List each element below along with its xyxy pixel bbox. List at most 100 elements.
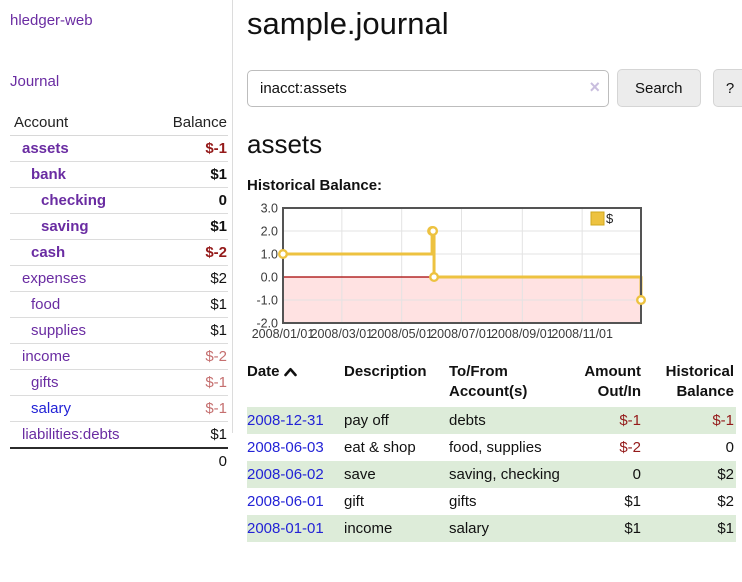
account-link-gifts[interactable]: gifts: [31, 374, 59, 391]
app-title-link[interactable]: hledger-web: [10, 12, 93, 29]
account-balance: $1: [151, 161, 228, 188]
account-link-supplies[interactable]: supplies: [31, 322, 87, 339]
transaction-accounts: debts: [449, 406, 569, 434]
account-row: expenses $2: [10, 265, 228, 292]
account-balance: $-1: [151, 369, 228, 396]
account-link-liabilities-debts[interactable]: liabilities:debts: [22, 426, 120, 443]
register-row: 2008-12-31 pay off debts $-1 $-1: [247, 406, 736, 434]
transaction-accounts: gifts: [449, 492, 477, 510]
transaction-date-link[interactable]: 2008-01-01: [247, 519, 324, 537]
svg-text:3.0: 3.0: [261, 202, 278, 216]
register-table: Date Description To/From Account(s) Amou…: [247, 360, 736, 542]
transaction-accounts: salary: [449, 514, 569, 542]
svg-text:2008/09/01: 2008/09/01: [491, 327, 554, 341]
account-link-salary[interactable]: salary: [31, 400, 72, 417]
transaction-date-link[interactable]: 2008-06-03: [247, 438, 324, 456]
register-header-amount: Amount Out/In: [584, 363, 641, 401]
register-header-description: Description: [344, 363, 427, 380]
sidebar: hledger-web Journal Account Balance asse…: [0, 0, 233, 474]
register-header-balance: Historical Balance: [665, 363, 734, 401]
svg-text:0.0: 0.0: [261, 271, 278, 285]
account-link-bank[interactable]: bank: [31, 166, 67, 183]
transaction-amount: $1: [569, 514, 643, 542]
register-header-accounts: To/From Account(s): [449, 363, 528, 401]
transaction-balance: $2: [643, 460, 736, 488]
register-row: 2008-01-01 income salary $1 $1: [247, 514, 736, 542]
account-balance: $2: [151, 265, 228, 292]
account-row: checking 0: [10, 187, 228, 214]
transaction-amount: $1: [624, 492, 641, 510]
svg-text:2008/01/01: 2008/01/01: [252, 327, 315, 341]
svg-text:2.0: 2.0: [261, 225, 278, 239]
accounts-total-balance: 0: [151, 447, 228, 474]
account-link-cash[interactable]: cash: [31, 244, 66, 261]
account-row: gifts $-1: [10, 369, 228, 396]
svg-text:1.0: 1.0: [261, 248, 278, 262]
page-title: sample.journal: [247, 6, 449, 41]
svg-text:$: $: [606, 211, 614, 226]
account-balance: $1: [151, 213, 228, 240]
transaction-accounts: saving, checking: [449, 460, 569, 488]
account-row: salary $-1: [10, 395, 228, 422]
transaction-date-link[interactable]: 2008-06-01: [247, 492, 324, 510]
account-balance: $-2: [151, 343, 228, 370]
svg-text:2008/05/01: 2008/05/01: [370, 327, 433, 341]
register-row: 2008-06-03 eat & shop food, supplies $-2 0: [247, 434, 736, 461]
account-link-expenses[interactable]: expenses: [22, 270, 87, 287]
accounts-header-balance: Balance: [151, 111, 228, 136]
transaction-balance: $1: [643, 514, 736, 542]
account-link-checking[interactable]: checking: [41, 192, 107, 209]
account-row: assets $-1: [10, 135, 228, 162]
transaction-balance: 0: [725, 438, 734, 456]
account-balance: $1: [151, 291, 228, 318]
sort-ascending-icon: [283, 363, 297, 383]
journal-nav-link[interactable]: Journal: [10, 73, 60, 90]
account-link-assets[interactable]: assets: [22, 140, 69, 157]
account-balance: $-1: [151, 135, 228, 162]
transaction-description: income: [344, 514, 449, 542]
search-button[interactable]: Search: [617, 69, 701, 107]
account-balance: $1: [151, 317, 228, 344]
transaction-amount: $-1: [569, 406, 643, 434]
transaction-amount: $-2: [619, 438, 641, 456]
search-input[interactable]: [247, 69, 609, 107]
transaction-amount: 0: [569, 460, 643, 488]
clear-search-icon[interactable]: ×: [589, 76, 600, 97]
account-balance: $-1: [151, 395, 228, 422]
search-form: × Search ?: [247, 69, 742, 107]
chart-svg: $3.0 2.0 1.0 0.0 -1.0 -2.02008/01/012008/03/0…: [252, 202, 647, 341]
account-link-food[interactable]: food: [31, 296, 61, 313]
account-heading: assets: [247, 129, 323, 159]
svg-text:2008/07/01: 2008/07/01: [430, 327, 493, 341]
transaction-description: gift: [344, 492, 365, 510]
register-row: 2008-06-02 save saving, checking 0 $2: [247, 460, 736, 488]
account-balance: 0: [151, 187, 228, 214]
historical-balance-chart: $3.0 2.0 1.0 0.0 -1.0 -2.0 2008/01/01 2008/03/0…: [247, 201, 742, 346]
register-header-date[interactable]: Date: [247, 360, 344, 407]
transaction-balance: $-1: [643, 406, 736, 434]
transaction-date-link[interactable]: 2008-12-31: [247, 411, 324, 429]
account-row: bank $1: [10, 161, 228, 188]
account-row: supplies $1: [10, 317, 228, 344]
account-balance: $1: [151, 421, 228, 449]
register-row: 2008-06-01 gift gifts $1 $2: [247, 488, 736, 515]
main-content: sample.journal × Search ? assets Histori…: [233, 0, 742, 582]
svg-text:-2.0: -2.0: [256, 317, 278, 331]
account-link-saving[interactable]: saving: [41, 218, 89, 235]
account-link-income[interactable]: income: [22, 348, 71, 365]
account-balance: $-2: [151, 239, 228, 266]
account-row: liabilities:debts $1: [10, 421, 228, 449]
accounts-header-account: Account: [10, 111, 152, 136]
help-button[interactable]: ?: [712, 69, 742, 107]
account-row: income $-2: [10, 343, 228, 370]
svg-text:-1.0: -1.0: [256, 294, 278, 308]
chart-label: Historical Balance:: [247, 177, 383, 194]
transaction-description: save: [344, 460, 449, 488]
transaction-balance: $2: [717, 492, 734, 510]
transaction-date-link[interactable]: 2008-06-02: [247, 465, 324, 483]
svg-text:2008/03/01: 2008/03/01: [311, 327, 374, 341]
account-row: food $1: [10, 291, 228, 318]
account-row: saving $1: [10, 213, 228, 240]
accounts-total-row: 0: [10, 447, 228, 474]
